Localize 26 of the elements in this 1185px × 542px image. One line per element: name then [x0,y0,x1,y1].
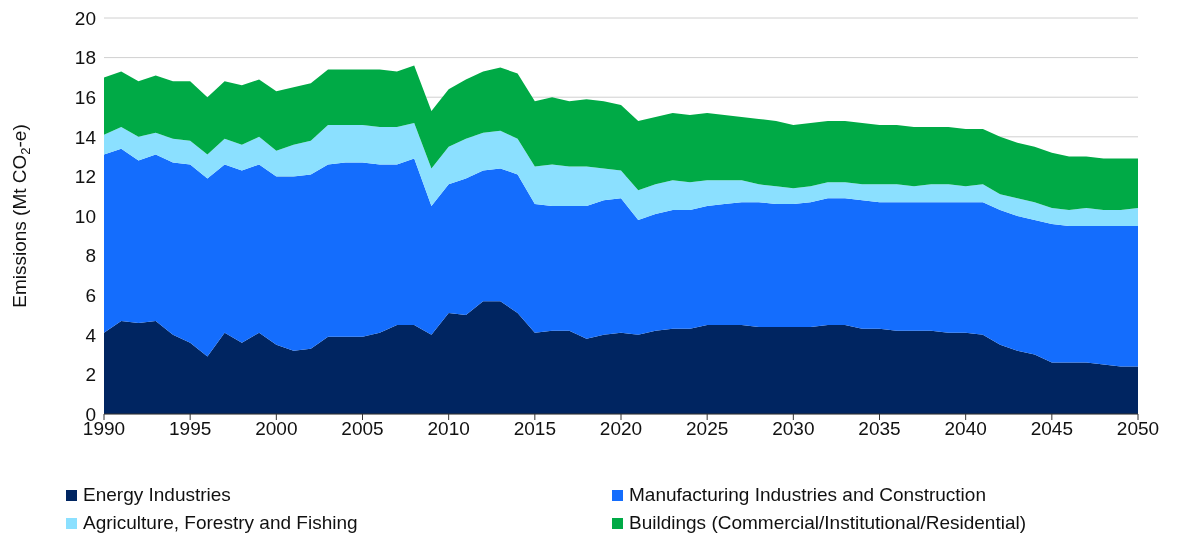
legend-label: Buildings (Commercial/Institutional/Residential) [629,512,1027,534]
x-tick-label: 2005 [341,418,384,440]
x-tick-label: 2020 [599,418,643,440]
x-tick-label: 2010 [427,418,470,440]
x-tick-label: 2040 [944,418,987,440]
legend-label: Agriculture, Forestry and Fishing [83,512,358,534]
y-tick-label: 8 [85,245,96,267]
x-tick-label: 2025 [686,418,729,440]
y-tick-label: 20 [74,7,96,29]
x-tick-label: 2045 [1030,418,1073,440]
y-tick-label: 16 [74,86,96,108]
x-tick-label: 2015 [513,418,556,440]
x-tick-label: 2030 [772,418,815,440]
y-tick-label: 6 [85,284,96,306]
x-tick-label: 1995 [169,418,212,440]
legend-label: Manufacturing Industries and Construction [629,484,986,506]
y-tick-label: 10 [74,205,96,227]
x-tick-label: 2050 [1116,418,1160,440]
legend-label: Energy Industries [83,484,231,506]
y-tick-label: 14 [74,126,97,148]
x-tick-label: 2035 [858,418,901,440]
y-tick-label: 2 [85,364,96,386]
x-tick-label: 2000 [255,418,298,440]
y-tick-label: 12 [74,166,96,188]
y-tick-label: 18 [74,47,96,69]
y-tick-label: 4 [85,324,97,346]
